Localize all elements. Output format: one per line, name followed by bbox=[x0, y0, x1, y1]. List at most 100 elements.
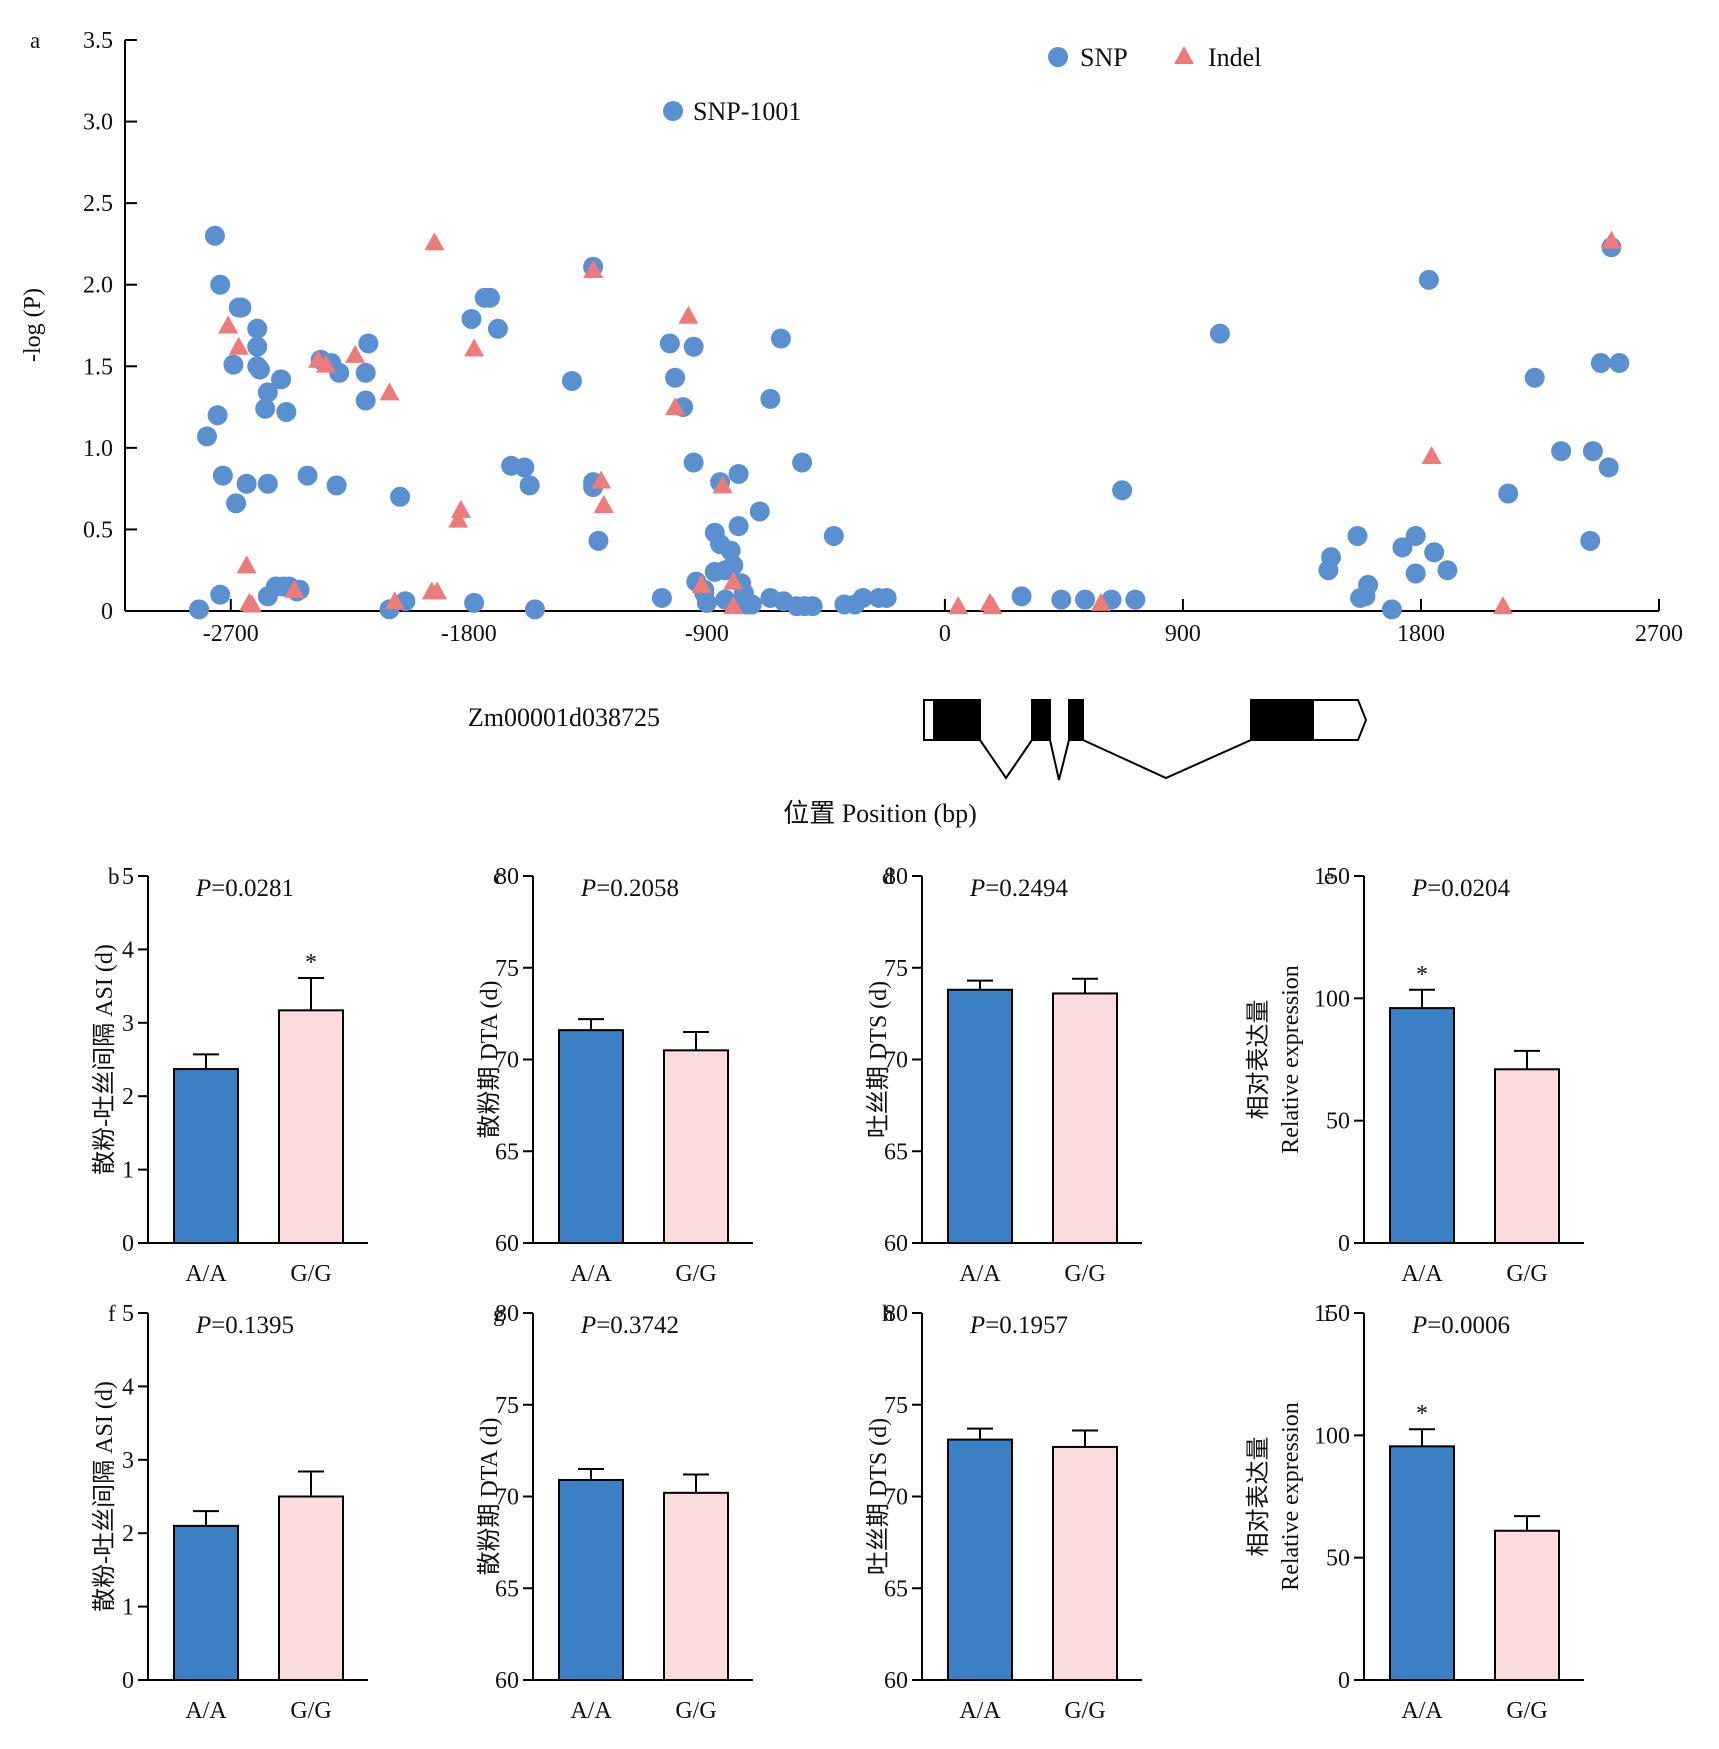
bar-y-label: 散粉期 DTA (d) bbox=[476, 1417, 503, 1575]
x-axis-label: 位置 Position (bp) bbox=[783, 799, 977, 828]
indel-point bbox=[1421, 446, 1442, 465]
bar-category-label: A/A bbox=[959, 1698, 1001, 1724]
p-value: P=0.2058 bbox=[580, 875, 679, 902]
snp-point bbox=[1051, 589, 1072, 610]
snp-point bbox=[802, 596, 823, 617]
snp-point bbox=[1582, 441, 1603, 462]
indel-point bbox=[593, 494, 614, 513]
bar-y-tick-label: 80 bbox=[884, 864, 908, 890]
indel-point bbox=[583, 260, 604, 279]
bar-y-tick-label: 150 bbox=[1314, 864, 1350, 890]
bar-y-tick-label: 75 bbox=[495, 956, 519, 982]
bar-category-label: A/A bbox=[570, 1261, 612, 1287]
snp-point bbox=[1011, 586, 1032, 607]
bar-y-tick-label: 75 bbox=[884, 1393, 908, 1419]
bar-y-tick-label: 100 bbox=[1314, 1423, 1350, 1449]
panel-tag-c: c bbox=[493, 864, 503, 889]
p-value-text: =0.0281 bbox=[211, 875, 294, 902]
snp-point bbox=[271, 369, 292, 390]
p-value-text: =0.0204 bbox=[1427, 875, 1510, 902]
bar-y-tick-label: 70 bbox=[495, 1048, 519, 1074]
p-value-text: =0.1395 bbox=[211, 1312, 294, 1339]
snp-point bbox=[561, 370, 582, 391]
indel-point bbox=[236, 555, 257, 574]
bar-y-tick-label: 60 bbox=[495, 1668, 519, 1694]
snp-point bbox=[1590, 353, 1611, 374]
snp-point bbox=[255, 398, 276, 419]
panel-tag-e: e bbox=[1324, 864, 1334, 889]
bar-category-label: A/A bbox=[185, 1698, 227, 1724]
p-value-text: =0.2494 bbox=[985, 875, 1068, 902]
bar-y-tick-label: 80 bbox=[884, 1301, 908, 1327]
x-tick-label: -2700 bbox=[203, 621, 259, 647]
snp-point bbox=[760, 388, 781, 409]
y-tick-label: 1.5 bbox=[83, 354, 113, 380]
significance-star: * bbox=[1416, 962, 1428, 988]
bar-y-tick-label: 65 bbox=[495, 1576, 519, 1602]
p-value: P=0.1395 bbox=[195, 1312, 294, 1339]
snp-point bbox=[207, 405, 228, 426]
snp-point bbox=[1551, 441, 1572, 462]
snp-point bbox=[212, 465, 233, 486]
bar-category-label: A/A bbox=[570, 1698, 612, 1724]
snp-point bbox=[249, 359, 270, 380]
bar-y-tick-label: 60 bbox=[884, 1668, 908, 1694]
snp-point bbox=[1125, 589, 1146, 610]
bar-aa bbox=[947, 1438, 1013, 1681]
panel-tag-f: f bbox=[108, 1301, 116, 1326]
significance-star: * bbox=[305, 950, 317, 976]
bar-y-label: 吐丝期 DTS (d) bbox=[865, 981, 892, 1138]
snp-point bbox=[257, 473, 278, 494]
snp-point bbox=[1392, 537, 1413, 558]
p-value-text: =0.0006 bbox=[1427, 1312, 1510, 1339]
bar-category-label: G/G bbox=[675, 1261, 716, 1287]
bar-y-label: 散粉-吐丝间隔 ASI (d) bbox=[91, 944, 118, 1175]
bar-gg bbox=[278, 1495, 344, 1681]
snp-point bbox=[723, 555, 744, 576]
snp-point bbox=[204, 225, 225, 246]
bar-category-label: G/G bbox=[290, 1698, 331, 1724]
bar-y-label-cn: 相对表达量 bbox=[1245, 1437, 1272, 1557]
snp-point bbox=[524, 599, 545, 620]
p-symbol: P bbox=[195, 1312, 211, 1339]
bar-y-label-cn: 相对表达量 bbox=[1245, 1000, 1272, 1120]
exon-2 bbox=[1031, 699, 1051, 741]
p-value-text: =0.1957 bbox=[985, 1312, 1068, 1339]
y-tick-label: 3.5 bbox=[83, 28, 113, 54]
y-tick-label: 1.0 bbox=[83, 436, 113, 462]
snp-point bbox=[326, 475, 347, 496]
bar-y-tick-label: 4 bbox=[122, 1374, 134, 1400]
snp-point bbox=[231, 297, 252, 318]
bar-gg bbox=[663, 1491, 729, 1681]
bar-y-tick-label: 3 bbox=[122, 1448, 134, 1474]
snp-point bbox=[1598, 457, 1619, 478]
bar-gg bbox=[1494, 1529, 1560, 1681]
indel-point bbox=[712, 475, 733, 494]
indel-point bbox=[1090, 592, 1111, 611]
x-tick-label: -900 bbox=[685, 621, 729, 647]
snp-point bbox=[770, 328, 791, 349]
p-value: P=0.0204 bbox=[1411, 875, 1511, 902]
snp-point bbox=[461, 308, 482, 329]
bar-category-label: A/A bbox=[185, 1261, 227, 1287]
gene-label: Zm00001d038725 bbox=[468, 703, 660, 732]
significance-star: * bbox=[1416, 1401, 1428, 1427]
bar-category-label: G/G bbox=[1064, 1698, 1105, 1724]
bar-y-tick-label: 5 bbox=[122, 864, 134, 890]
snp-point bbox=[1112, 480, 1133, 501]
snp-point bbox=[728, 463, 749, 484]
x-tick-label: -1800 bbox=[441, 621, 497, 647]
snp-point bbox=[519, 475, 540, 496]
y-tick-label: 2.0 bbox=[83, 273, 113, 299]
snp-point bbox=[651, 587, 672, 608]
p-symbol: P bbox=[195, 875, 211, 902]
panel-tag-a: a bbox=[30, 28, 40, 53]
bar-y-tick-label: 1 bbox=[122, 1158, 134, 1184]
p-symbol: P bbox=[580, 875, 596, 902]
snp-point bbox=[247, 318, 268, 339]
snp-point bbox=[1498, 483, 1519, 504]
bar-category-label: G/G bbox=[1506, 1698, 1547, 1724]
snp-point bbox=[257, 382, 278, 403]
snp-point bbox=[1524, 367, 1545, 388]
bar-y-tick-label: 70 bbox=[884, 1485, 908, 1511]
